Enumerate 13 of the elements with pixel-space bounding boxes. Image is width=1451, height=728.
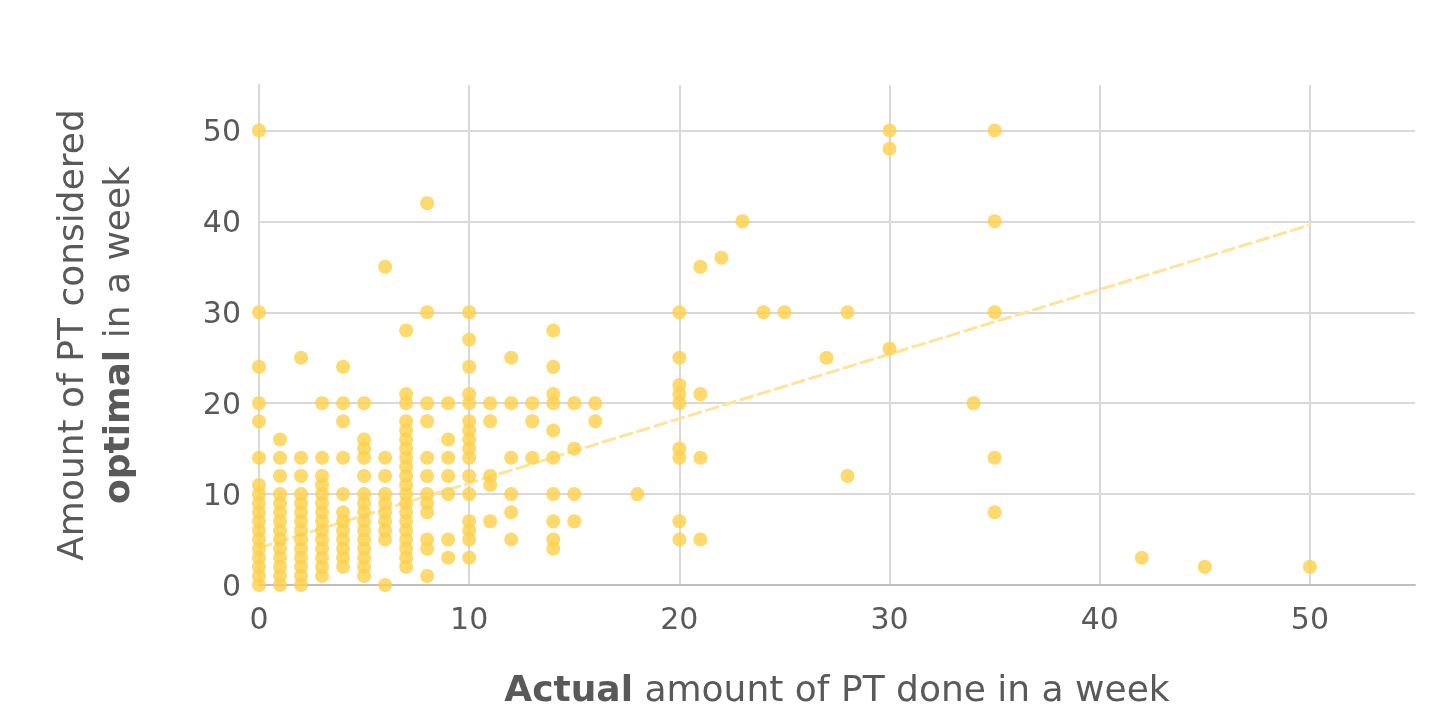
x-tick-label: 30 — [870, 600, 909, 636]
y-tick-label: 50 — [202, 112, 241, 148]
y-tick-label: 30 — [202, 294, 241, 330]
x-tick-label: 50 — [1290, 600, 1329, 636]
x-tick-label: 10 — [450, 600, 489, 636]
y-tick-label: 0 — [221, 567, 241, 603]
y-tick-label: 20 — [202, 385, 241, 421]
x-tick-label: 40 — [1080, 600, 1119, 636]
x-tick-label: 20 — [660, 600, 699, 636]
y-tick-label: 10 — [202, 476, 241, 512]
y-tick-label: 40 — [202, 203, 241, 239]
x-axis-title: Actual amount of PT done in a week — [504, 667, 1170, 709]
x-tick-label: 0 — [249, 600, 269, 636]
